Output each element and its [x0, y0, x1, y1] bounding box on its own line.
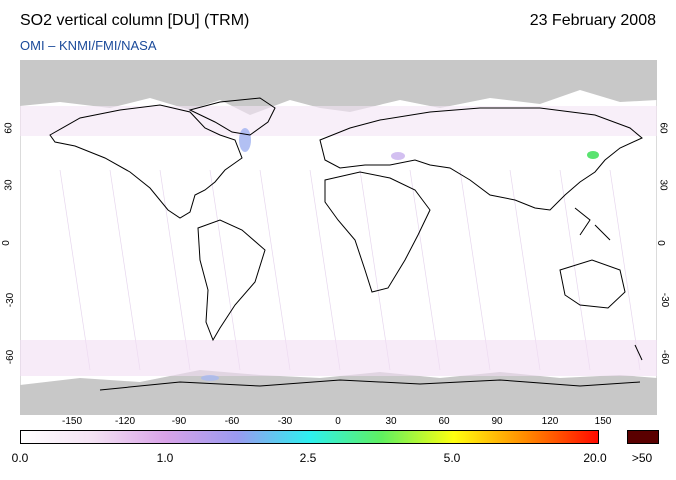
lat-tick-left: 60	[3, 122, 15, 134]
antarctica-coast	[99, 379, 641, 391]
lat-tick-left: -30	[5, 292, 17, 308]
colorbar-label: 1.0	[156, 451, 174, 465]
southeast-asia-islands	[574, 207, 611, 241]
lon-tick-bottom: -90	[171, 416, 187, 427]
lon-tick-bottom: 150	[594, 416, 612, 427]
lat-tick-right: -60	[659, 349, 671, 365]
map-date: 23 February 2008	[529, 12, 656, 29]
colorbar-max-swatch	[627, 430, 659, 444]
lon-tick-bottom: 0	[335, 416, 341, 427]
lat-tick-right: 0	[654, 240, 666, 246]
lon-tick-bottom: -60	[224, 416, 240, 427]
orbit-swath-lines	[59, 169, 641, 371]
colorbar-gradient	[20, 430, 599, 444]
new-zealand	[634, 344, 643, 361]
world-map-svg	[19, 59, 658, 416]
lon-tick-bottom: 120	[541, 416, 559, 427]
south-polar-mask	[20, 370, 657, 415]
lat-tick-left: -60	[5, 349, 17, 365]
australia	[559, 259, 626, 309]
africa	[324, 171, 431, 293]
north-polar-mask	[20, 60, 657, 115]
map-credit: OMI – KNMI/FMI/NASA	[20, 38, 157, 53]
lon-tick-bottom: 30	[385, 416, 397, 427]
lon-tick-bottom: -150	[61, 416, 83, 427]
coastlines	[49, 97, 643, 391]
southern-noise-band	[20, 340, 657, 376]
lat-tick-right: -30	[659, 292, 671, 308]
lat-tick-left: 30	[3, 179, 15, 191]
south-america	[197, 219, 266, 342]
eurasia	[319, 107, 643, 211]
lon-tick-bottom: 90	[491, 416, 503, 427]
colorbar-label: 20.0	[583, 451, 607, 465]
so2-hotspot	[239, 128, 251, 152]
lat-tick-right: 60	[657, 122, 669, 134]
so2-hotspot	[201, 375, 219, 381]
colorbar-label: 5.0	[443, 451, 461, 465]
so2-map	[19, 59, 658, 416]
colorbar-label: >50	[631, 451, 653, 465]
lat-tick-right: 30	[657, 179, 669, 191]
north-america	[49, 104, 243, 219]
so2-hotspot	[391, 152, 405, 160]
lat-tick-left: 0	[0, 240, 12, 246]
greenland	[188, 97, 276, 136]
map-title: SO2 vertical column [DU] (TRM)	[20, 12, 250, 29]
colorbar-label: 2.5	[299, 451, 317, 465]
colorbar-label: 0.0	[11, 451, 29, 465]
lon-tick-bottom: -120	[114, 416, 136, 427]
lon-tick-bottom: 60	[438, 416, 450, 427]
northern-noise-band	[20, 106, 657, 136]
lon-tick-bottom: -30	[277, 416, 293, 427]
so2-hotspot	[587, 151, 599, 159]
